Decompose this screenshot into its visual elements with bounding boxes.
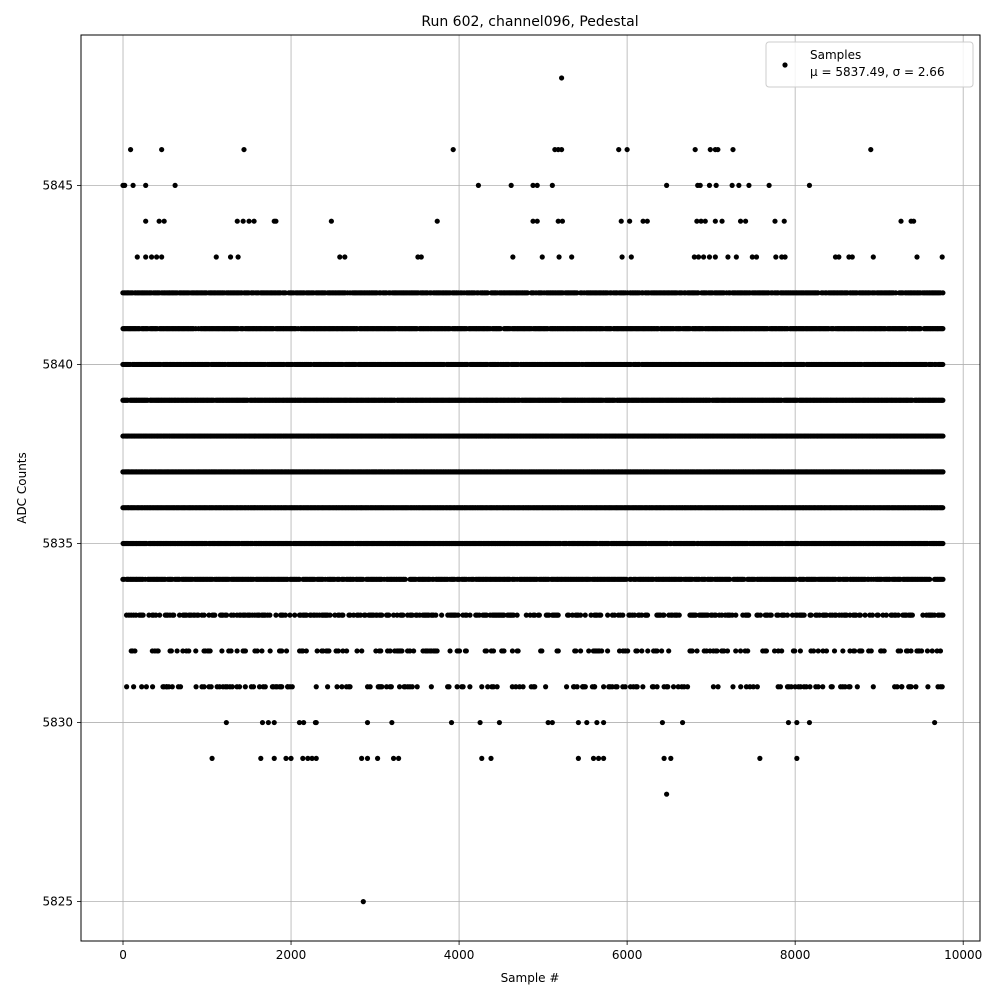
data-point xyxy=(940,361,946,368)
data-point xyxy=(940,326,946,332)
data-point xyxy=(917,326,924,332)
data-point xyxy=(940,397,946,403)
data-point xyxy=(940,505,946,511)
points-layer xyxy=(120,75,946,905)
data-point xyxy=(940,469,946,475)
data-point xyxy=(940,290,946,296)
data-point xyxy=(940,433,946,439)
data-point xyxy=(497,326,504,332)
data-point xyxy=(485,290,491,296)
data-point xyxy=(525,290,531,296)
